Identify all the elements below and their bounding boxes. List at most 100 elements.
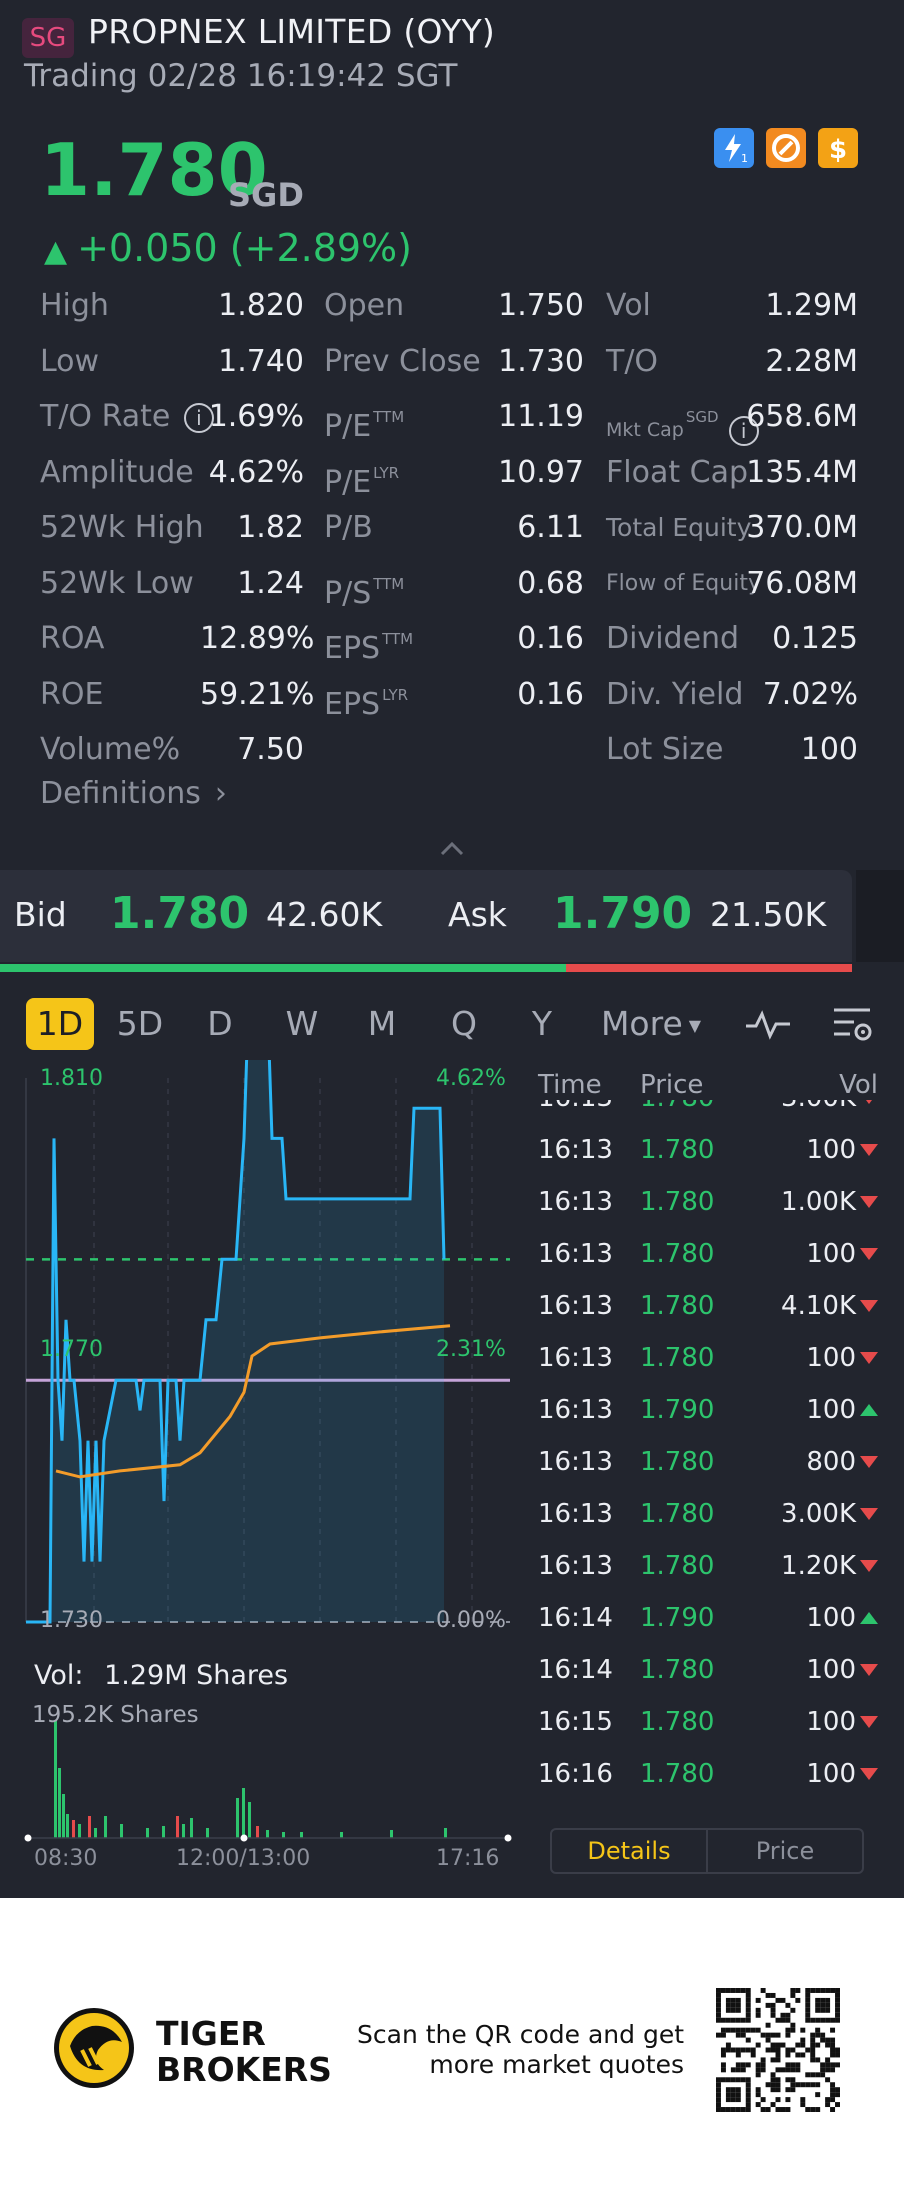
gear-badge-icon[interactable] [766,128,806,168]
info-icon[interactable]: i [183,402,214,433]
stat-value: 1.82 [237,510,304,545]
x-label-open: 08:30 [34,1846,98,1871]
dropdown-caret-icon: ▼ [688,1015,702,1035]
tab-daily[interactable]: D [207,1004,233,1043]
pct-label-top: 4.62% [436,1066,506,1091]
stat-label-text: Mkt Cap [606,419,684,441]
trade-volume: 100 [806,1603,856,1633]
tab-more-label: More [600,1004,683,1043]
tab-5d[interactable]: 5D [116,1004,164,1043]
trading-status: Trading 02/28 16:19:42 SGT [24,58,458,94]
trade-time: 16:13 [538,1447,613,1477]
trade-volume: 800 [806,1447,856,1477]
trades-list[interactable]: 16:13 1.780 3.00K 16:13 1.780 100 16:13 1.780 1.… [530,1100,904,1800]
volume-bar [72,1820,75,1838]
tab-1d[interactable]: 1D [26,998,94,1050]
stat-label: Low [40,342,99,382]
svg-text:1: 1 [741,152,748,165]
x-label-midday: 12:00/13:00 [176,1846,311,1871]
stat-value: 0.16 [517,621,584,656]
trade-time: 16:13 [538,1187,613,1217]
y-label-bottom: 1.730 [40,1608,103,1633]
trade-volume: 100 [806,1239,856,1269]
stat-label-text: Total Equity [606,513,752,542]
stat-label-text: P/B [324,510,373,545]
down-triangle-icon [860,1144,878,1156]
bid-size: 42.60K [266,895,383,934]
trade-volume: 100 [806,1655,856,1685]
volume-bar [300,1832,303,1838]
down-triangle-icon [860,1300,878,1312]
stat-label-text: Prev Close [324,343,481,379]
trade-volume: 1.20K [781,1551,856,1581]
stat-value: 4.62% [208,454,304,490]
ask-price: 1.790 [553,888,693,939]
volume-max-label: 195.2K Shares [32,1702,199,1728]
trade-row: 16:15 1.780 100 [530,1696,904,1748]
stat-value: 1.740 [218,343,304,379]
trade-price: 1.780 [640,1707,715,1737]
trade-volume: 1.00K [781,1187,856,1217]
stat-label: P/E TTM [324,397,404,444]
volume-bar [206,1828,209,1838]
market-badge: SG [22,18,74,58]
trade-time: 16:13 [538,1239,613,1269]
trade-volume: 3.00K [781,1100,856,1124]
stat-label-sup: TTM [382,630,414,648]
stat-label: EPS LYR [324,675,408,722]
collapse-caret-icon[interactable] [438,838,466,858]
stat-label-text: Float Cap [606,454,749,490]
y-label-top: 1.810 [40,1066,103,1091]
tab-quarterly[interactable]: Q [451,1004,477,1043]
down-triangle-icon [860,1196,878,1208]
flash-1-icon[interactable]: 1 [714,128,754,168]
volume-bar [146,1828,149,1838]
stock-title: PROPNEX LIMITED (OYY) [88,12,496,51]
chevron-right-icon: › [214,776,227,811]
up-triangle-icon [860,1612,878,1624]
stat-value: 7.50 [237,732,304,767]
stat-label-text: EPS [324,686,381,722]
chart-grid [25,1078,510,1623]
definitions-link[interactable]: Definitions › [40,776,227,811]
stat-value: 1.820 [218,288,304,323]
dollar-coin-icon[interactable]: $ [818,128,858,168]
trade-volume: 100 [806,1395,856,1425]
stat-label: Div. Yield [606,675,743,715]
stat-value: 1.24 [237,565,304,601]
volume-bar [282,1832,285,1838]
trade-price: 1.780 [640,1187,715,1217]
trades-header-price: Price [640,1070,704,1100]
volume-label: Vol: [34,1660,84,1691]
bid-ask-panel [0,870,852,962]
stat-label-text: Vol [606,288,651,323]
tab-weekly[interactable]: W [285,1004,319,1043]
indicator-line-icon[interactable] [744,1008,792,1040]
intraday-chart[interactable] [0,1060,520,1880]
info-icon[interactable]: i [728,415,759,446]
trade-time: 16:13 [538,1291,613,1321]
tiger-brokers-logo [54,2008,134,2088]
tab-details[interactable]: Details [552,1830,708,1872]
stat-label-text: Amplitude [40,454,194,490]
trade-row: 16:13 1.780 3.00K [530,1100,904,1124]
currency-label: SGD [228,176,304,214]
tab-more[interactable]: More ▼ [596,998,706,1050]
trade-time: 16:14 [538,1603,613,1633]
trade-price: 1.780 [640,1239,715,1269]
stat-value: 7.02% [762,676,858,712]
stat-label: P/B [324,508,373,548]
tab-yearly[interactable]: Y [531,1004,553,1043]
trade-row: 16:13 1.790 100 [530,1384,904,1436]
trade-price: 1.790 [640,1395,715,1425]
down-triangle-icon [860,1100,878,1104]
trade-price: 1.780 [640,1551,715,1581]
chart-settings-icon[interactable] [830,1004,876,1044]
stat-label-text: T/O Rate [40,399,171,434]
stat-label-text: High [40,288,109,323]
tab-price[interactable]: Price [755,1837,815,1865]
trade-volume: 100 [806,1135,856,1165]
trade-time: 16:16 [538,1759,613,1789]
tab-monthly[interactable]: M [367,1004,397,1043]
trade-price: 1.780 [640,1135,715,1165]
